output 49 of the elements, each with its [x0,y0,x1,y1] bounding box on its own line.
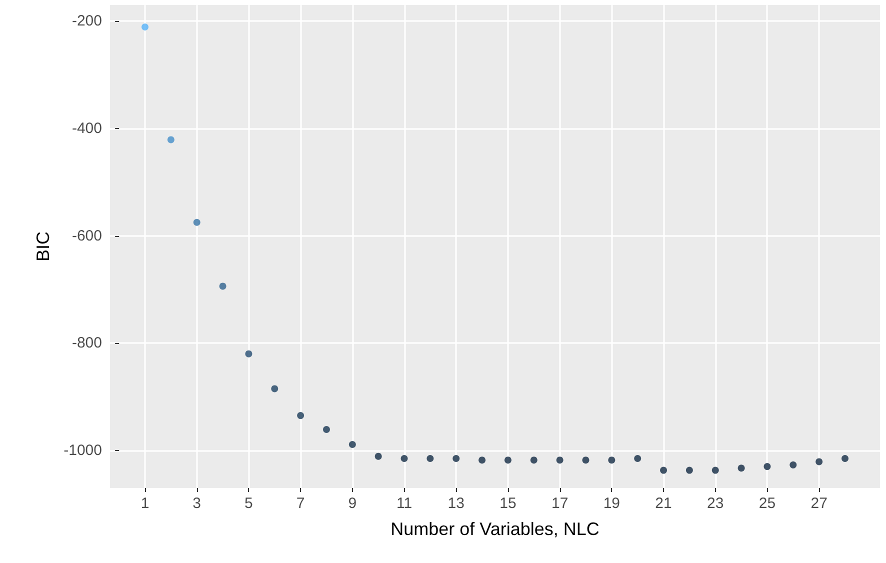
point [374,452,382,460]
y-tick-label: -400 [72,120,102,137]
point [556,456,564,464]
point [219,282,226,290]
point [816,458,823,466]
point [764,463,771,470]
x-tick-label: 5 [244,495,253,512]
point [790,461,797,468]
point [426,454,434,462]
point [452,454,460,462]
x-tick-label: 17 [551,495,568,512]
x-tick-label: 11 [396,495,412,512]
point [142,24,148,30]
y-tick-label: -1000 [64,442,102,459]
point [193,218,200,226]
point [348,441,356,448]
point [322,426,330,433]
y-tick-label: -200 [72,12,102,30]
point [660,466,668,474]
point [297,412,304,420]
x-tick-label: 19 [603,495,620,512]
x-tick-label: 1 [140,495,150,512]
x-tick-label: 25 [758,495,776,512]
y-tick-label: -800 [72,334,102,352]
point [400,454,408,462]
point [504,456,512,464]
x-tick-label: 15 [500,495,516,512]
x-tick-label: 27 [810,495,828,512]
point [686,466,693,474]
point [842,454,848,462]
point [634,454,642,462]
point [271,385,278,392]
x-axis-title: Number of Variables, NLC [390,519,600,539]
point [738,464,745,472]
x-tick-label: 3 [192,495,202,512]
point [530,456,538,464]
x-tick-label: 13 [448,495,464,512]
point [167,136,174,144]
point [712,466,719,474]
x-tick-label: 23 [707,495,724,512]
x-tick-label: 21 [655,495,672,512]
y-axis-title: BIC [33,231,53,262]
x-tick-label: 7 [296,495,305,512]
y-tick-label: -600 [72,227,102,244]
point [478,456,486,464]
x-tick-label: 9 [348,495,357,512]
point [582,456,590,464]
point [245,350,252,358]
point [608,456,616,464]
